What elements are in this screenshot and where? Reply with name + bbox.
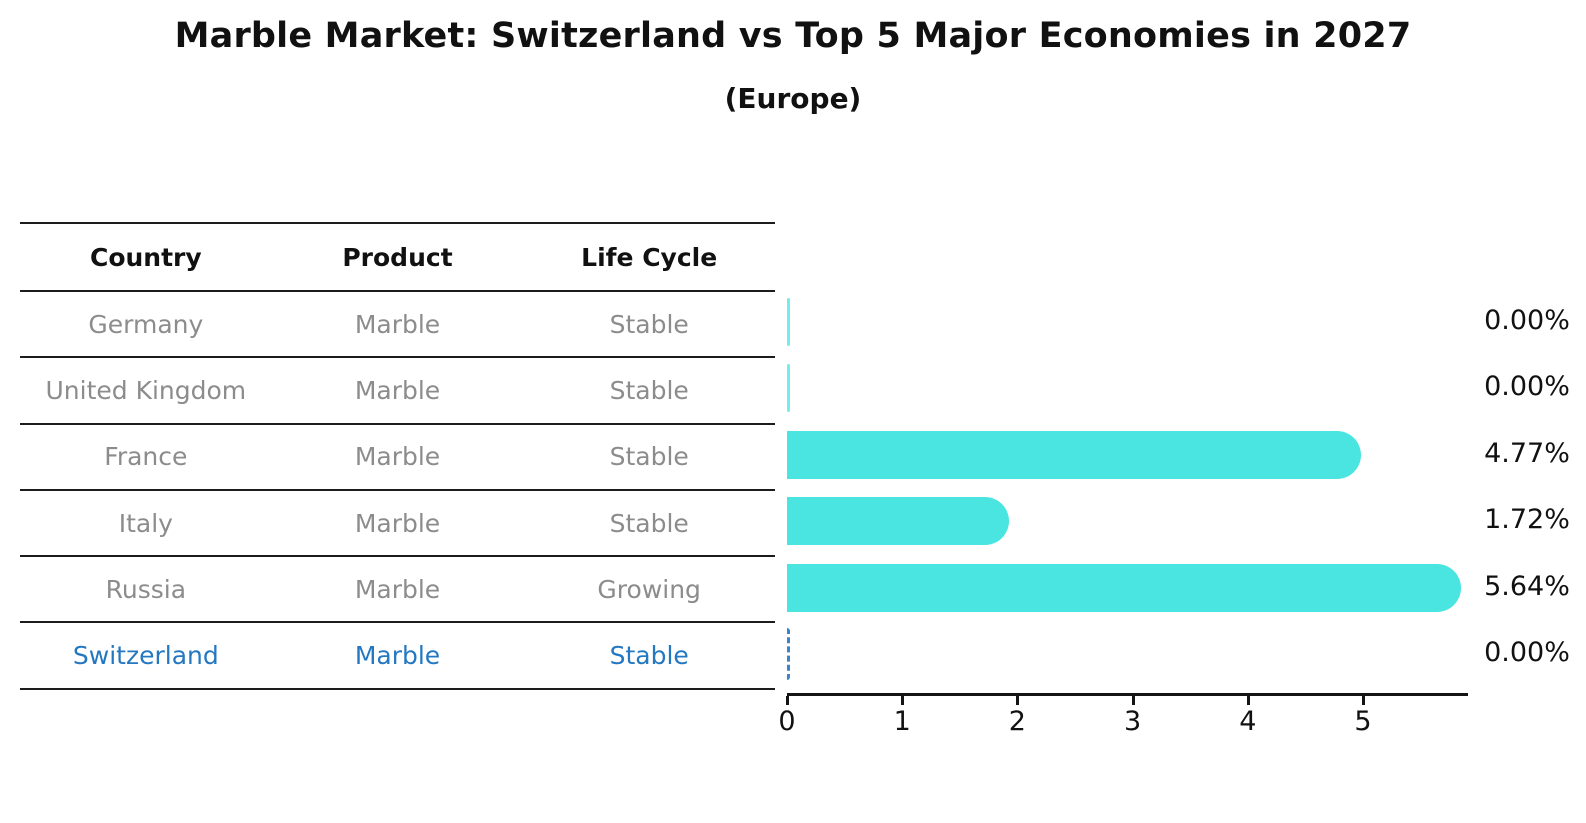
x-tick-label: 5 <box>1354 706 1372 737</box>
chart-title: Marble Market: Switzerland vs Top 5 Majo… <box>174 16 1412 56</box>
cell-product: Marble <box>354 442 441 472</box>
x-tick <box>1362 696 1365 705</box>
chart-subtitle: (Europe) <box>724 82 862 115</box>
bar-france <box>787 430 1361 479</box>
bar-italy <box>787 497 1009 546</box>
table-row-united-kingdom: United Kingdom Marble Stable <box>20 358 775 425</box>
cell-life-cycle: Growing <box>597 574 701 604</box>
x-tick <box>1246 696 1250 705</box>
table-row-italy: Italy Marble Stable <box>20 491 775 558</box>
cell-life-cycle: Stable <box>609 309 689 339</box>
cell-product: Marble <box>354 309 441 339</box>
x-tick-label: 2 <box>1008 706 1026 737</box>
bar-united-kingdom <box>787 364 790 413</box>
x-tick <box>1131 696 1135 705</box>
country-table: Country Product Life Cycle Germany Marble… <box>20 222 775 690</box>
value-label-united-kingdom: 0.00% <box>1484 371 1570 403</box>
table-body: Germany Marble Stable United Kingdom Marble S… <box>20 292 775 690</box>
cell-country: Russia <box>105 574 187 604</box>
cell-product: Marble <box>354 508 441 538</box>
table-row-russia: Russia Marble Growing <box>20 557 775 624</box>
column-header-product: Product <box>342 242 453 272</box>
cell-country: France <box>104 442 188 472</box>
bar-russia <box>787 563 1461 612</box>
cell-life-cycle: Stable <box>609 375 689 405</box>
x-axis-line <box>787 693 1468 696</box>
x-tick-label: 3 <box>1124 706 1142 737</box>
column-header-country: Country <box>89 242 202 272</box>
cell-product: Marble <box>354 375 441 405</box>
table-row-germany: Germany Marble Stable <box>20 292 775 359</box>
cell-life-cycle: Stable <box>609 641 689 671</box>
cell-product: Marble <box>354 574 441 604</box>
cell-country: United Kingdom <box>45 375 247 405</box>
bar-switzerland <box>787 628 790 680</box>
cell-product: Marble <box>354 641 441 671</box>
cell-country: Germany <box>88 309 204 339</box>
cell-life-cycle: Stable <box>609 508 689 538</box>
table-header-row: Country Product Life Cycle <box>20 224 775 292</box>
cell-country: Switzerland <box>72 641 219 671</box>
x-tick <box>786 696 789 705</box>
value-label-russia: 5.64% <box>1484 570 1570 602</box>
value-label-italy: 1.72% <box>1484 504 1570 536</box>
column-header-life-cycle: Life Cycle <box>581 242 718 272</box>
x-tick-label: 0 <box>778 706 796 737</box>
table-row-france: France Marble Stable <box>20 425 775 491</box>
x-tick <box>1016 696 1020 705</box>
x-tick <box>901 696 905 705</box>
x-tick-label: 4 <box>1239 706 1257 737</box>
x-tick-label: 1 <box>893 706 911 737</box>
value-label-germany: 0.00% <box>1484 305 1570 336</box>
cell-life-cycle: Stable <box>609 442 689 472</box>
bar-germany <box>787 298 790 346</box>
table-row-switzerland: Switzerland Marble Stable <box>20 623 775 690</box>
cell-country: Italy <box>118 508 173 538</box>
value-label-france: 4.77% <box>1484 437 1570 469</box>
value-label-switzerland: 0.00% <box>1484 637 1570 668</box>
